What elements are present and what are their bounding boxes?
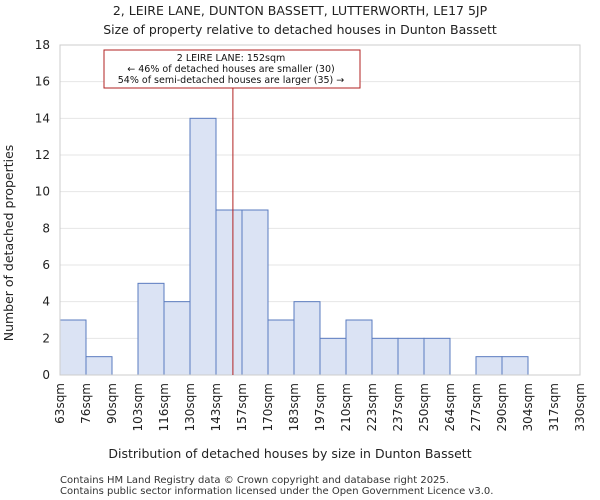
x-tick-label: 290sqm bbox=[495, 383, 509, 431]
bar bbox=[293, 301, 321, 376]
x-tick-label: 223sqm bbox=[365, 383, 379, 431]
y-tick-label: 10 bbox=[35, 185, 50, 199]
y-tick-label: 0 bbox=[42, 368, 50, 382]
x-tick-label: 143sqm bbox=[209, 383, 223, 431]
footer-line-1: Contains HM Land Registry data © Crown c… bbox=[60, 475, 449, 486]
bars bbox=[59, 117, 529, 376]
bar bbox=[345, 319, 373, 376]
y-tick-label: 18 bbox=[35, 38, 50, 52]
x-tick-label: 103sqm bbox=[131, 383, 145, 431]
x-tick-label: 130sqm bbox=[183, 383, 197, 431]
bar bbox=[137, 282, 165, 376]
annotation-line-1: 2 LEIRE LANE: 152sqm bbox=[177, 53, 286, 64]
chart-title: 2, LEIRE LANE, DUNTON BASSETT, LUTTERWOR… bbox=[113, 3, 488, 18]
bar bbox=[163, 301, 191, 376]
y-tick-label: 6 bbox=[42, 258, 50, 272]
x-tick-label: 237sqm bbox=[391, 383, 405, 431]
annotation-line-2: ← 46% of detached houses are smaller (30… bbox=[127, 64, 334, 75]
bar bbox=[189, 117, 217, 376]
x-tick-label: 183sqm bbox=[287, 383, 301, 431]
bar bbox=[319, 337, 347, 376]
y-tick-label: 14 bbox=[35, 111, 50, 125]
x-tick-label: 157sqm bbox=[235, 383, 249, 431]
x-tick-label: 197sqm bbox=[313, 383, 327, 431]
x-tick-label: 170sqm bbox=[261, 383, 275, 431]
x-tick-label: 304sqm bbox=[521, 383, 535, 431]
bar bbox=[267, 319, 295, 376]
x-tick-label: 90sqm bbox=[105, 383, 119, 424]
y-tick-label: 12 bbox=[35, 148, 50, 162]
y-tick-label: 4 bbox=[42, 295, 50, 309]
bar bbox=[215, 209, 243, 376]
y-axis-ticks: 0 2 4 6 8 10 12 14 16 18 bbox=[35, 38, 50, 382]
x-tick-label: 210sqm bbox=[339, 383, 353, 431]
annotation-line-3: 54% of semi-detached houses are larger (… bbox=[118, 75, 345, 86]
x-tick-label: 264sqm bbox=[443, 383, 457, 431]
bar bbox=[241, 209, 269, 376]
y-tick-label: 16 bbox=[35, 75, 50, 89]
bar bbox=[59, 319, 87, 376]
x-tick-label: 317sqm bbox=[547, 383, 561, 431]
footer-line-2: Contains public sector information licen… bbox=[60, 486, 493, 497]
y-axis-label: Number of detached properties bbox=[1, 145, 16, 342]
x-tick-label: 330sqm bbox=[573, 383, 587, 431]
x-tick-label: 250sqm bbox=[417, 383, 431, 431]
x-axis-ticks: 63sqm 76sqm 90sqm 103sqm 116sqm 130sqm 143sqm 1… bbox=[53, 383, 587, 431]
x-tick-label: 277sqm bbox=[469, 383, 483, 431]
x-axis-label: Distribution of detached houses by size … bbox=[108, 446, 471, 461]
bar bbox=[371, 337, 399, 376]
x-tick-label: 76sqm bbox=[79, 383, 93, 424]
bar bbox=[85, 356, 113, 376]
chart-subtitle: Size of property relative to detached ho… bbox=[103, 22, 497, 37]
y-tick-label: 8 bbox=[42, 221, 50, 235]
bar bbox=[501, 356, 529, 376]
x-tick-label: 63sqm bbox=[53, 383, 67, 424]
x-tick-label: 116sqm bbox=[157, 383, 171, 431]
plot-frame bbox=[59, 44, 581, 376]
bar bbox=[423, 337, 451, 376]
bar bbox=[475, 356, 503, 376]
annotation-box bbox=[103, 49, 361, 89]
bar bbox=[397, 337, 425, 376]
y-tick-label: 2 bbox=[42, 331, 50, 345]
